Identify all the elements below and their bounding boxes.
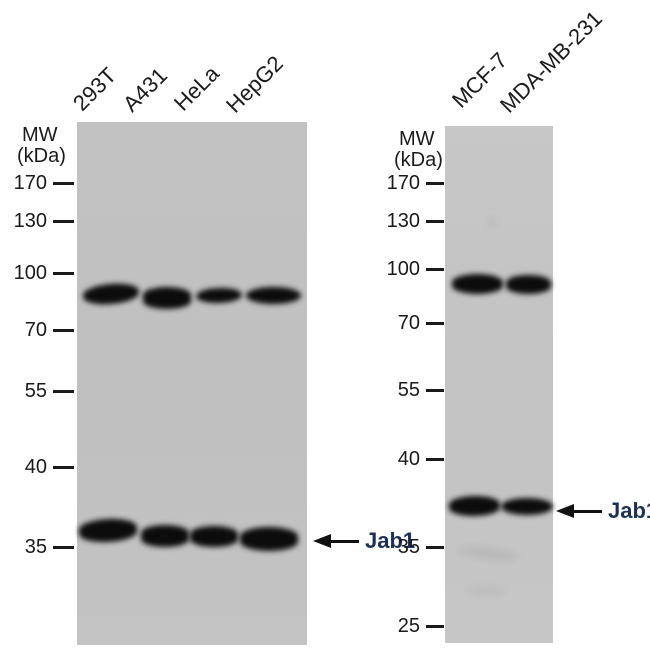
mw-tick bbox=[426, 181, 444, 185]
lane-label-a431: A431 bbox=[118, 62, 173, 117]
jab1-annotation-right: Jab1 bbox=[556, 500, 650, 522]
mw-marker-55: 55 bbox=[377, 379, 444, 401]
mw-marker-35: 35 bbox=[377, 536, 444, 558]
mw-marker-100: 100 bbox=[377, 258, 444, 280]
mw-tick bbox=[53, 328, 74, 332]
arrow-left-icon bbox=[313, 534, 331, 548]
protein-band bbox=[506, 275, 551, 294]
mw-marker-25: 25 bbox=[377, 615, 444, 637]
mw-tick bbox=[426, 321, 444, 325]
mw-marker-40: 40 bbox=[0, 456, 74, 478]
mw-tick bbox=[53, 545, 74, 549]
mw-label: MW bbox=[22, 124, 58, 146]
mw-marker-130: 130 bbox=[377, 210, 444, 232]
mw-marker-100: 100 bbox=[0, 262, 74, 284]
protein-band bbox=[452, 274, 503, 294]
protein-band bbox=[143, 287, 191, 309]
kda-label: (kDa) bbox=[394, 149, 443, 171]
mw-marker-70: 70 bbox=[0, 319, 74, 341]
mw-unit-header-left: MW (kDa) bbox=[17, 125, 66, 167]
mw-marker-40: 40 bbox=[377, 448, 444, 470]
arrow-shaft bbox=[331, 539, 359, 543]
arrow-shaft bbox=[574, 509, 602, 513]
mw-marker-170: 170 bbox=[377, 172, 444, 194]
mw-tick bbox=[53, 181, 74, 185]
mw-tick bbox=[426, 457, 444, 461]
kda-label: (kDa) bbox=[17, 145, 66, 167]
membrane-right bbox=[445, 126, 553, 643]
membrane-smudge bbox=[466, 586, 506, 595]
mw-tick bbox=[426, 545, 444, 549]
mw-tick bbox=[426, 388, 444, 392]
mw-label: MW bbox=[399, 128, 435, 150]
protein-band-jab1 bbox=[240, 527, 298, 551]
arrow-left-icon bbox=[556, 504, 574, 518]
lane-label-293t: 293T bbox=[68, 62, 122, 116]
mw-tick bbox=[426, 624, 444, 628]
mw-tick bbox=[53, 389, 74, 393]
jab1-label: Jab1 bbox=[365, 528, 416, 553]
mw-tick bbox=[426, 219, 444, 223]
protein-band-jab1 bbox=[448, 495, 501, 517]
mw-tick bbox=[53, 219, 74, 223]
mw-marker-70: 70 bbox=[377, 312, 444, 334]
mw-tick bbox=[426, 267, 444, 271]
protein-band-jab1 bbox=[141, 525, 189, 547]
mw-marker-170: 170 bbox=[0, 172, 74, 194]
mw-tick bbox=[53, 271, 74, 275]
lane-label-mda-mb-231: MDA-MB-231 bbox=[495, 5, 607, 118]
mw-marker-55: 55 bbox=[0, 380, 74, 402]
protein-band bbox=[246, 287, 301, 304]
lane-label-hela: HeLa bbox=[169, 60, 224, 116]
protein-band-jab1 bbox=[501, 498, 553, 515]
protein-band-jab1 bbox=[190, 526, 238, 547]
membrane-left bbox=[77, 122, 307, 645]
mw-tick bbox=[53, 465, 74, 469]
mw-marker-35: 35 bbox=[0, 536, 74, 558]
mw-unit-header-right: MW (kDa) bbox=[394, 129, 443, 171]
lane-label-hepg2: HepG2 bbox=[221, 50, 289, 118]
membrane-speck bbox=[488, 218, 497, 225]
mw-marker-130: 130 bbox=[0, 210, 74, 232]
jab1-annotation-left: Jab1 bbox=[313, 530, 415, 552]
jab1-label: Jab1 bbox=[608, 498, 650, 523]
